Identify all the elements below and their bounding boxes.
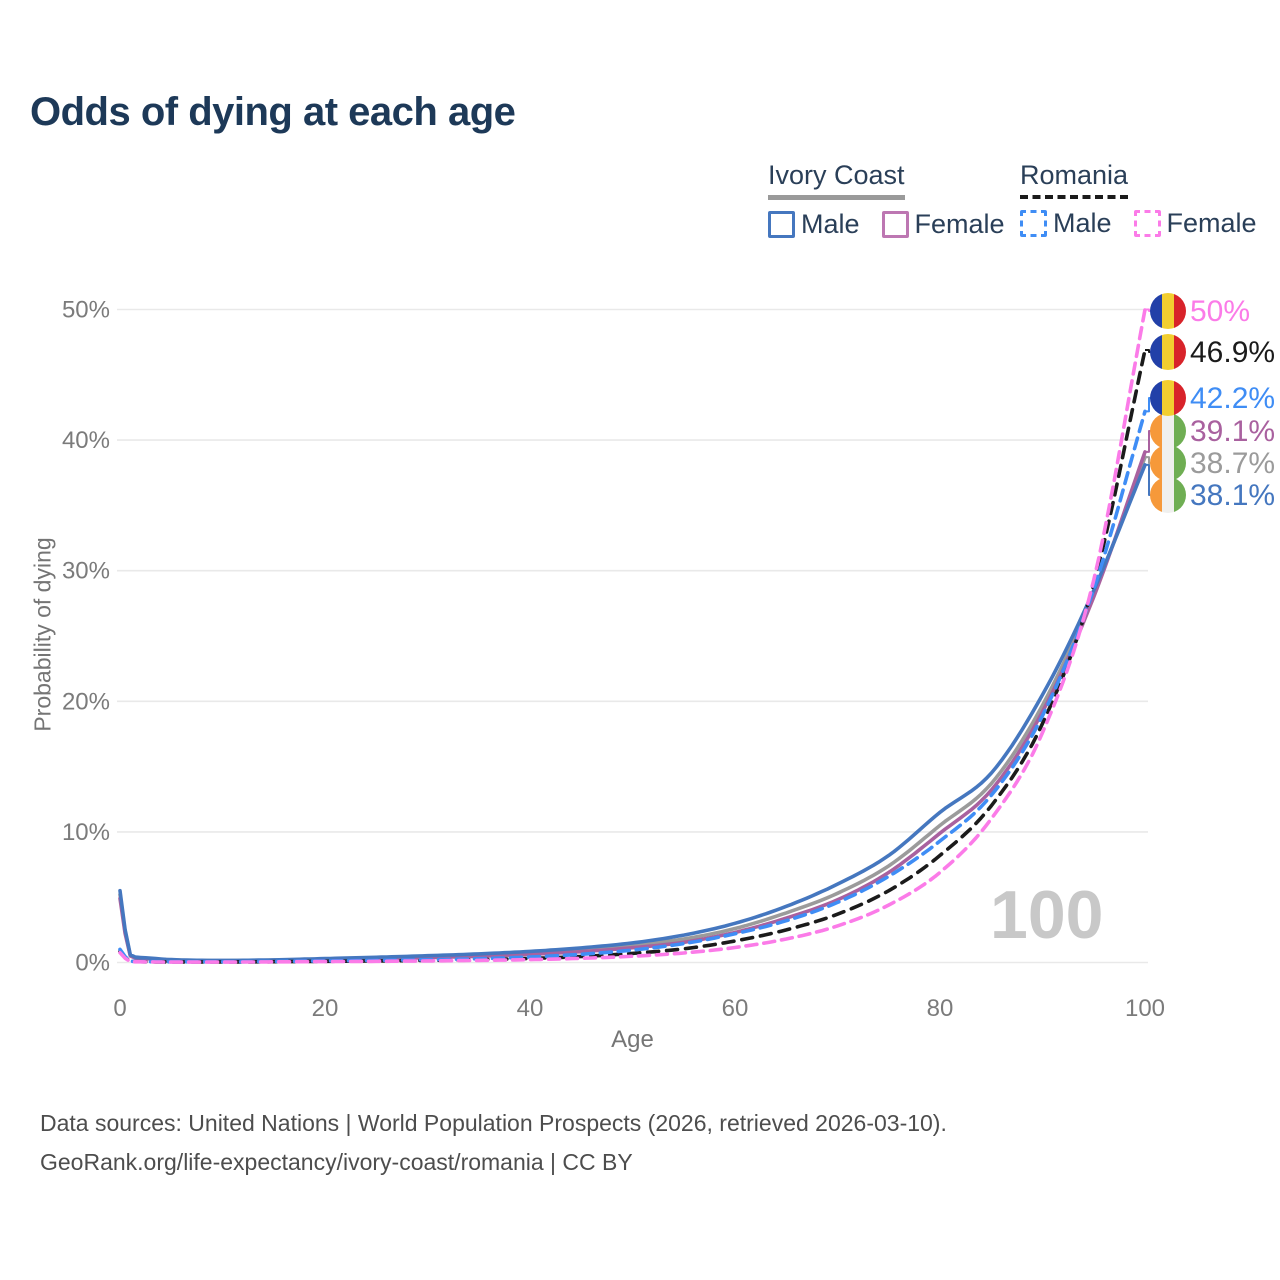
y-tick-label-20: 20%	[62, 688, 110, 715]
legend-item-ivory-coast-male[interactable]: Male	[768, 209, 860, 240]
hover-age-watermark: 100	[990, 877, 1104, 953]
line-style-swatch-icon	[1133, 210, 1161, 237]
end-value-label-romania-male[interactable]: 42.2%	[1190, 382, 1275, 415]
y-tick-label-0: 0%	[75, 950, 110, 977]
attribution-line: GeoRank.org/life-expectancy/ivory-coast/…	[40, 1149, 633, 1175]
romania-flag-icon	[1150, 293, 1186, 329]
legend-items-romania: Male Female	[1020, 208, 1257, 239]
y-tick-label-50: 50%	[62, 297, 110, 324]
series-line-romania[interactable]	[118, 348, 1147, 964]
legend-item-label: Female	[1166, 208, 1257, 238]
end-value-label-romania[interactable]: 46.9%	[1190, 336, 1275, 369]
y-axis-title: Probability of dying	[29, 537, 56, 732]
line-style-swatch-icon	[768, 211, 795, 238]
romania-flag-icon	[1150, 380, 1186, 416]
x-tick-label-80: 80	[927, 995, 954, 1022]
end-value-label-ivory-coast[interactable]: 38.7%	[1190, 447, 1275, 480]
ivory-coast-flag-icon	[1150, 413, 1186, 449]
data-source-note: Data sources: United Nations | World Pop…	[40, 1104, 947, 1182]
end-label-connector-ivory-coast-male	[1145, 463, 1151, 496]
legend-item-label: Male	[801, 209, 860, 239]
series-line-ivory-coast-male[interactable]	[118, 463, 1147, 963]
x-tick-label-100: 100	[1125, 995, 1165, 1022]
legend-group-ivory-coast: Ivory Coast Male Female	[768, 160, 1005, 240]
legend-item-romania-male[interactable]: Male	[1020, 208, 1112, 239]
ivory-coast-flag-icon	[1150, 477, 1186, 513]
legend-item-romania-female[interactable]: Female	[1133, 208, 1257, 239]
line-style-swatch-icon	[881, 211, 909, 238]
romania-flag-icon	[1150, 334, 1186, 370]
y-tick-label-30: 30%	[62, 558, 110, 585]
end-label-connector-ivory-coast-female	[1145, 430, 1151, 453]
end-value-label-romania-female[interactable]: 50%	[1190, 295, 1250, 328]
legend-header-romania[interactable]: Romania	[1020, 160, 1129, 199]
legend-item-label: Female	[914, 209, 1005, 239]
series-line-romania-male[interactable]	[118, 409, 1147, 964]
series-line-romania-female[interactable]	[118, 307, 1147, 964]
y-tick-label-10: 10%	[62, 819, 110, 846]
ivory-coast-flag-icon	[1150, 445, 1186, 481]
page-title: Odds of dying at each age	[30, 90, 516, 134]
legend-group-romania: Romania Male Female	[1020, 160, 1257, 239]
legend-items-ivory-coast: Male Female	[768, 209, 1005, 240]
x-tick-label-60: 60	[722, 995, 749, 1022]
end-value-label-ivory-coast-female[interactable]: 39.1%	[1190, 415, 1275, 448]
data-source-line: Data sources: United Nations | World Pop…	[40, 1110, 947, 1136]
legend-item-label: Male	[1053, 208, 1112, 238]
x-axis-title: Age	[611, 1026, 654, 1053]
end-value-label-ivory-coast-male[interactable]: 38.1%	[1190, 479, 1275, 512]
x-tick-label-0: 0	[113, 995, 126, 1022]
legend-item-ivory-coast-female[interactable]: Female	[881, 209, 1005, 240]
line-style-swatch-icon	[1020, 210, 1047, 237]
x-tick-label-40: 40	[517, 995, 544, 1022]
legend-header-ivory-coast[interactable]: Ivory Coast	[768, 160, 905, 200]
y-tick-label-40: 40%	[62, 427, 110, 454]
x-tick-label-20: 20	[312, 995, 339, 1022]
end-label-connector-romania-male	[1145, 397, 1151, 413]
